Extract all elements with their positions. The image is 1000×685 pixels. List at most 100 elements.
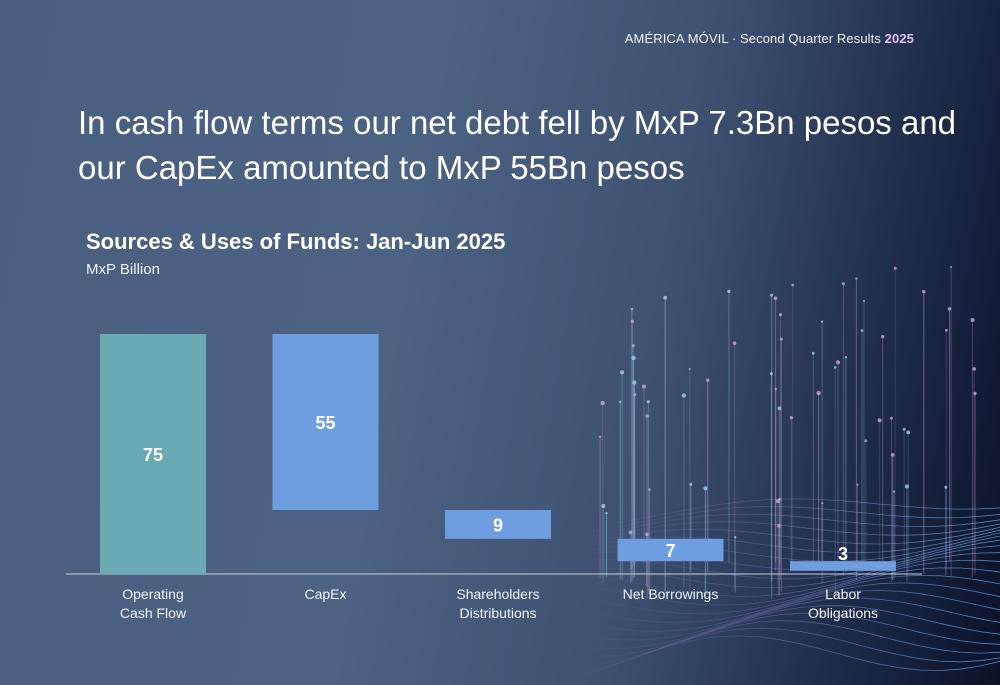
light-spike-dot — [631, 344, 635, 348]
slide-headline: In cash flow terms our net debt fell by … — [78, 104, 957, 186]
category-label: CapEx — [304, 586, 346, 602]
light-spike-dot — [892, 490, 896, 493]
light-spike-dot — [630, 319, 634, 323]
light-spike-dot — [841, 282, 845, 286]
light-spike-dot — [773, 296, 778, 301]
bar-operating-cash-flow — [100, 334, 206, 574]
light-spike-dot — [648, 488, 651, 491]
light-spike-dot — [779, 337, 783, 341]
light-spike-dot — [922, 289, 926, 294]
wave-line — [559, 545, 1000, 623]
light-spike-dot — [778, 313, 783, 317]
light-spike-dot — [906, 430, 911, 435]
light-spike-dot — [789, 416, 793, 420]
light-spike-dot — [945, 328, 948, 332]
light-spike-dot — [641, 384, 646, 389]
light-spike-dot — [835, 360, 841, 365]
data-label: 7 — [665, 541, 675, 561]
wave-line — [559, 567, 1000, 644]
wave-line — [559, 612, 1000, 685]
light-spike-dot — [770, 293, 774, 297]
light-spike-dot — [703, 486, 708, 491]
wave-line — [559, 532, 1000, 602]
chart-subtitle: MxP Billion — [86, 261, 160, 278]
light-spike-dot — [855, 277, 858, 280]
light-spike-dot — [778, 497, 781, 501]
light-spike-dot — [860, 329, 864, 332]
category-label: Operating — [122, 586, 183, 602]
light-spike-dot — [905, 484, 909, 489]
category-label: Cash Flow — [120, 605, 187, 621]
data-label: 75 — [143, 445, 163, 465]
light-spike-dot — [881, 334, 885, 339]
wave-line — [559, 513, 1000, 574]
light-spike-dot — [890, 416, 893, 420]
data-label: 3 — [838, 544, 848, 564]
category-label: Labor — [825, 586, 861, 602]
light-spike-dot — [944, 485, 948, 489]
light-spike-dot — [645, 532, 649, 537]
light-spike-dot — [833, 366, 837, 369]
company-name: AMÉRICA MÓVIL · Second Quarter Results — [624, 31, 881, 46]
light-spike-dot — [791, 283, 795, 287]
wave-line — [559, 539, 1000, 616]
light-spike-dot — [681, 393, 687, 398]
light-spike-dot — [632, 380, 637, 385]
light-spike-dot — [769, 372, 773, 376]
wave-line — [559, 605, 1000, 679]
light-spike-dot — [970, 318, 975, 322]
light-spike-dot — [890, 453, 895, 457]
light-spike-dot — [619, 400, 622, 404]
wave-line — [559, 535, 1000, 609]
light-spike-dot — [811, 351, 815, 355]
light-spike-dot — [633, 393, 637, 397]
wave-line — [559, 574, 1000, 651]
light-spike-dot — [902, 427, 906, 431]
wave-line — [559, 552, 1000, 630]
chart-title: Sources & Uses of Funds: Jan-Jun 2025 — [86, 229, 506, 254]
light-spike-dot — [877, 418, 882, 423]
wave-line — [559, 597, 1000, 672]
wave-line — [559, 635, 1000, 685]
bar-net-borrowings — [617, 538, 724, 562]
category-label: Distributions — [459, 605, 536, 621]
category-label: Obligations — [808, 605, 878, 621]
presentation-header: AMÉRICA MÓVIL · Second Quarter Results 2… — [625, 31, 914, 46]
light-spike-dot — [777, 523, 781, 528]
wave-line — [559, 506, 1000, 567]
light-spike-dot — [706, 378, 710, 382]
wave-line — [559, 590, 1000, 665]
wave-line — [559, 521, 1000, 581]
light-spike-dot — [605, 511, 608, 515]
light-spike-dot — [599, 435, 602, 438]
light-spike-dot — [844, 356, 848, 359]
data-label: 9 — [493, 515, 503, 535]
bar-labor-obligations — [790, 561, 896, 571]
bar-capex — [272, 334, 379, 510]
light-spike-dot — [864, 439, 868, 443]
light-spike-dot — [893, 266, 897, 270]
light-spike-dot — [816, 390, 821, 396]
light-spike-dot — [631, 355, 636, 361]
wave-line — [559, 620, 1000, 685]
light-spike-dot — [620, 370, 625, 375]
light-spike-dot — [628, 530, 633, 535]
light-spike-dot — [950, 266, 953, 268]
light-spike-dot — [732, 341, 737, 346]
light-spike-dot — [973, 391, 977, 396]
light-spike-dot — [947, 307, 952, 311]
light-spike-dot — [821, 320, 824, 323]
light-spike-dot — [689, 482, 693, 486]
wave-line — [559, 526, 1000, 588]
header-year: 2025 — [884, 31, 914, 46]
light-spike-dot — [600, 400, 605, 406]
wave-line — [559, 582, 1000, 658]
wave-line — [559, 498, 1000, 560]
light-spike-dot — [734, 536, 737, 539]
light-spike-dot — [645, 414, 649, 418]
light-spike-dot — [646, 400, 650, 404]
wave-line — [559, 559, 1000, 637]
light-spike-dot — [821, 502, 824, 505]
